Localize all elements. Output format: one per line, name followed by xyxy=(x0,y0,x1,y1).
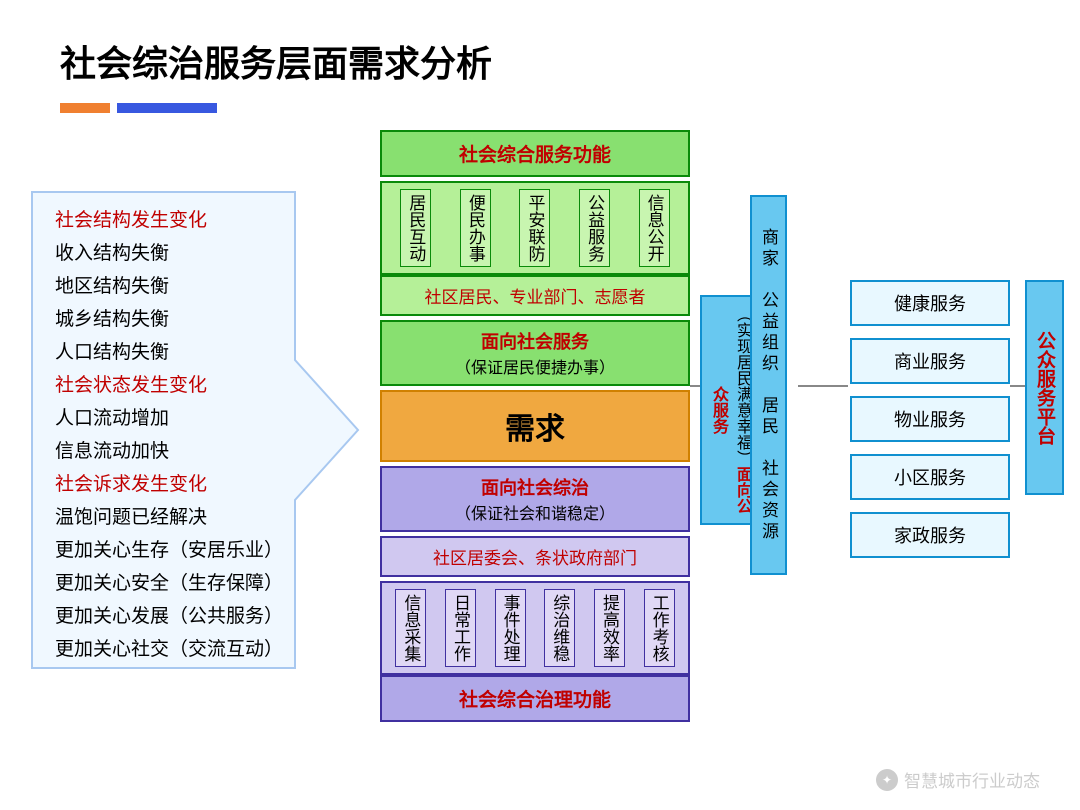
resources-vbar: 商家 公益组织 居民 社会资源 xyxy=(750,195,787,575)
social-service-box: 面向社会服务 （保证居民便捷办事） xyxy=(380,320,690,386)
green-col: 信息公开 xyxy=(639,189,670,267)
green-col: 平安联防 xyxy=(519,189,550,267)
connector xyxy=(690,385,700,387)
purple-col: 提高效率 xyxy=(594,589,625,667)
list-item: 温饱问题已经解决 xyxy=(55,501,283,534)
service-item: 小区服务 xyxy=(850,454,1010,500)
social-svc-sub: （保证居民便捷办事） xyxy=(388,354,682,378)
center-diagram: 社会综合服务功能 居民互动便民办事平安联防公益服务信息公开 社区居民、专业部门、… xyxy=(380,130,690,726)
list-item: 社会状态发生变化 xyxy=(55,369,283,402)
change-list: 社会结构发生变化收入结构失衡地区结构失衡城乡结构失衡人口结构失衡社会状态发生变化… xyxy=(55,204,283,666)
list-item: 社会诉求发生变化 xyxy=(55,468,283,501)
list-item: 城乡结构失衡 xyxy=(55,303,283,336)
footer-text: 智慧城市行业动态 xyxy=(904,767,1040,792)
left-arrow-panel: 社会结构发生变化收入结构失衡地区结构失衡城乡结构失衡人口结构失衡社会状态发生变化… xyxy=(30,190,360,670)
page-title: 社会综治服务层面需求分析 xyxy=(0,0,1080,87)
bottom-header: 社会综合治理功能 xyxy=(380,675,690,722)
connector xyxy=(1010,385,1025,387)
list-item: 更加关心生存（安居乐业） xyxy=(55,534,283,567)
list-item: 更加关心发展（公共服务） xyxy=(55,600,283,633)
green-col: 便民办事 xyxy=(460,189,491,267)
purple-col: 综治维稳 xyxy=(544,589,575,667)
green-col: 居民互动 xyxy=(400,189,431,267)
list-item: 收入结构失衡 xyxy=(55,237,283,270)
list-item: 地区结构失衡 xyxy=(55,270,283,303)
wechat-icon: ✦ xyxy=(876,769,898,791)
purple-columns: 信息采集日常工作事件处理综治维稳提高效率工作考核 xyxy=(380,581,690,675)
list-item: 社会结构发生变化 xyxy=(55,204,283,237)
purple-col: 信息采集 xyxy=(395,589,426,667)
service-item: 家政服务 xyxy=(850,512,1010,558)
service-item: 物业服务 xyxy=(850,396,1010,442)
top-header: 社会综合服务功能 xyxy=(380,130,690,177)
service-list: 健康服务商业服务物业服务小区服务家政服务 xyxy=(850,280,1010,570)
purple-col: 事件处理 xyxy=(495,589,526,667)
connector xyxy=(798,385,848,387)
bar-orange xyxy=(60,103,110,113)
list-item: 人口流动增加 xyxy=(55,402,283,435)
bar-blue xyxy=(117,103,217,113)
social-svc-title: 面向社会服务 xyxy=(388,328,682,354)
service-item: 健康服务 xyxy=(850,280,1010,326)
accent-bars xyxy=(60,100,217,118)
social-gov-title: 面向社会综治 xyxy=(388,474,682,500)
demand-box: 需求 xyxy=(380,390,690,462)
list-item: 更加关心社交（交流互动） xyxy=(55,633,283,666)
purple-col: 工作考核 xyxy=(644,589,675,667)
green-columns: 居民互动便民办事平安联防公益服务信息公开 xyxy=(380,181,690,275)
social-gov-sub: （保证社会和谐稳定） xyxy=(388,500,682,524)
platform-vbar: 公众服务平台 xyxy=(1025,280,1064,495)
vbar1-black: （实现居民满意幸福） xyxy=(734,306,751,466)
green-subtitle: 社区居民、专业部门、志愿者 xyxy=(380,275,690,316)
list-item: 人口结构失衡 xyxy=(55,336,283,369)
service-item: 商业服务 xyxy=(850,338,1010,384)
list-item: 信息流动加快 xyxy=(55,435,283,468)
purple-subtitle: 社区居委会、条状政府部门 xyxy=(380,536,690,577)
list-item: 更加关心安全（生存保障） xyxy=(55,567,283,600)
green-col: 公益服务 xyxy=(579,189,610,267)
footer: ✦ 智慧城市行业动态 xyxy=(876,767,1040,792)
purple-col: 日常工作 xyxy=(445,589,476,667)
social-gov-box: 面向社会综治 （保证社会和谐稳定） xyxy=(380,466,690,532)
